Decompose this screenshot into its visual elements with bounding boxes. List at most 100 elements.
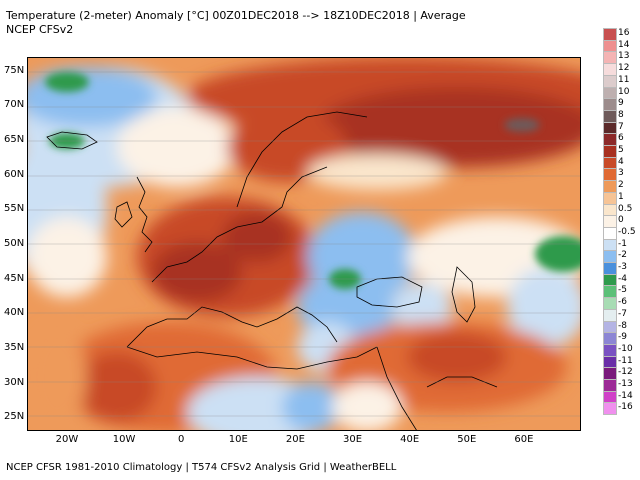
lat-label: 40N [4, 307, 25, 319]
legend-entry: -13 [603, 379, 635, 392]
lon-label: 20W [55, 434, 79, 445]
legend-label: -4 [618, 273, 627, 284]
lon-label: 0 [178, 434, 185, 445]
legend-entry: -0.5 [603, 226, 636, 240]
anomaly-map [27, 57, 581, 431]
legend-entry: 11 [603, 74, 635, 88]
central-asia-cool [507, 267, 581, 347]
legend-entry: -9 [603, 332, 635, 346]
scandinavia-coast [236, 111, 368, 208]
legend-label: 10 [618, 86, 630, 97]
legend-label: -10 [618, 343, 633, 354]
lon-label: 30E [343, 434, 363, 445]
lon-label: 10W [112, 434, 136, 445]
lat-label: 35N [4, 341, 25, 353]
coastlines [46, 111, 498, 431]
legend-entry: -16 [603, 402, 635, 416]
legend-entry: -2 [603, 250, 635, 264]
legend-entry: 2 [603, 180, 635, 194]
lat-label: 60N [4, 168, 25, 180]
lon-label: 40E [400, 434, 420, 445]
legend-label: 6 [618, 133, 624, 144]
legend-label: -0.5 [618, 226, 636, 237]
france-warm-core [152, 242, 242, 302]
baltic-neutral [307, 154, 447, 190]
legend-label: -6 [618, 297, 627, 308]
legend-entry: -7 [603, 308, 635, 322]
legend-label: 1 [618, 191, 624, 202]
lon-label: 50E [457, 434, 477, 445]
azores-neutral [27, 217, 107, 297]
legend-entry: 14 [603, 39, 635, 53]
legend-label: 0 [618, 215, 624, 226]
legend-label: 13 [618, 51, 630, 62]
legend-label: 14 [618, 39, 630, 50]
legend-entry: 16 [603, 28, 635, 41]
uk-coast [136, 176, 153, 253]
legend-label: 2 [618, 180, 624, 191]
legend-entry: -12 [603, 367, 635, 381]
graticule [27, 71, 581, 417]
legend-label: -7 [618, 308, 627, 319]
legend-label: -1 [618, 238, 627, 249]
morocco-warm-core [77, 352, 157, 422]
legend-label: 5 [618, 145, 624, 155]
lon-label: 10E [228, 434, 248, 445]
legend-label: -13 [618, 379, 633, 389]
black-sea [356, 276, 423, 308]
legend-swatch [603, 402, 617, 416]
legend-entry: -6 [603, 297, 635, 311]
legend-entry: -11 [603, 355, 635, 369]
legend-entry: -10 [603, 343, 635, 357]
legend-entry: 6 [603, 133, 635, 147]
lat-label: 65N [4, 134, 25, 146]
kazakh-green-spot [535, 236, 581, 272]
lat-label: 50N [4, 238, 25, 249]
ireland-coast [114, 201, 133, 228]
lat-label: 55N [4, 203, 25, 215]
legend-entry: -8 [603, 320, 635, 334]
legend-entry: -1 [603, 238, 635, 252]
legend-label: 12 [618, 63, 630, 74]
legend-label: 0.5 [618, 203, 633, 214]
legend-label: -14 [618, 390, 633, 401]
uk-neutral [117, 107, 237, 187]
map-title: Temperature (2-meter) Anomaly [°C] 00Z01… [6, 9, 466, 22]
legend-entry: 10 [603, 86, 635, 100]
lat-label: 75N [4, 64, 25, 76]
legend-entry: 13 [603, 51, 635, 65]
legend-entry: 8 [603, 109, 635, 123]
legend-entry: 12 [603, 63, 635, 77]
mediterranean-north [126, 306, 338, 348]
legend-label: -11 [618, 355, 633, 366]
libya-cool [282, 382, 342, 431]
legend-label: 8 [618, 109, 624, 120]
legend-label: -12 [618, 367, 633, 378]
west-europe-coast [151, 166, 328, 283]
lat-label: 70N [4, 99, 25, 111]
legend-label: 4 [618, 156, 624, 167]
iraq-warm-core [407, 332, 507, 382]
black-sea-cool [392, 282, 452, 332]
legend-label: -3 [618, 262, 627, 272]
red-sea-coast [376, 346, 418, 431]
canaries-warm [27, 327, 87, 427]
legend-entry: -4 [603, 273, 635, 287]
legend-entry: -5 [603, 285, 635, 299]
lon-label: 60E [514, 434, 534, 445]
legend-label: 11 [618, 74, 630, 85]
legend-label: 7 [618, 121, 624, 132]
north-africa-coast [126, 346, 378, 370]
legend-entry: -14 [603, 390, 635, 404]
map-subtitle: NCEP CFSv2 [6, 23, 74, 36]
lon-label: 20E [285, 434, 305, 445]
iceland-coast [46, 131, 98, 150]
lat-label: 45N [4, 272, 25, 284]
legend-entry: 0.5 [603, 203, 635, 217]
urals-dark-spot [504, 118, 540, 132]
legend-label: 16 [618, 28, 630, 38]
lat-label: 30N [4, 376, 25, 388]
caspian-sea [451, 266, 476, 323]
legend-label: -16 [618, 402, 633, 413]
map-frame [27, 57, 581, 431]
